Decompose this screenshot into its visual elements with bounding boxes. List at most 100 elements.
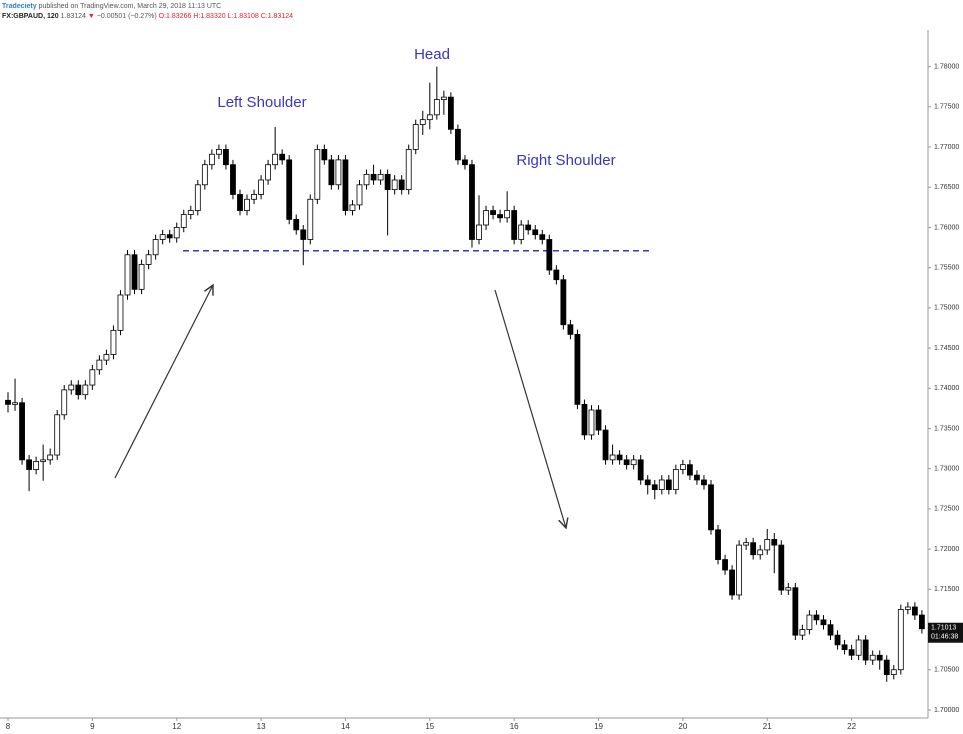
candle-body — [173, 227, 180, 239]
y-tick-label: 1.77000 — [934, 144, 959, 151]
candle-body — [904, 606, 911, 610]
candle-body — [166, 234, 173, 239]
candle-body — [919, 614, 925, 630]
y-tick-label: 1.76500 — [934, 184, 959, 191]
candle-body — [251, 194, 257, 200]
candle-body — [834, 634, 841, 646]
x-tick-label: 15 — [425, 722, 434, 731]
y-tick-label: 1.72000 — [934, 546, 959, 553]
candle-body — [897, 609, 904, 671]
candle-body — [518, 224, 525, 240]
candle-body — [483, 210, 489, 226]
candle-body — [124, 254, 131, 296]
y-tick-label: 1.70000 — [934, 707, 959, 714]
x-tick-label: 12 — [172, 722, 181, 731]
candle-body — [180, 214, 187, 228]
candle-body — [848, 649, 855, 656]
candle-body — [342, 159, 349, 211]
candle-body — [799, 629, 806, 636]
y-tick-label: 1.74000 — [934, 385, 959, 392]
candle-body — [672, 469, 679, 491]
candle-body — [237, 194, 243, 211]
candle-body — [792, 587, 799, 636]
annotation: Head — [414, 46, 450, 63]
change-arrow: ▼ — [87, 13, 95, 20]
candle-body — [743, 542, 750, 546]
candle-body — [623, 459, 630, 466]
candle-body — [286, 159, 293, 220]
candle-body — [665, 479, 672, 491]
candle-body — [862, 639, 869, 661]
candle-body — [110, 329, 117, 355]
candle-body — [307, 198, 314, 240]
candle-body — [736, 544, 743, 596]
candle-body — [630, 459, 637, 466]
high-label: H:1.83320 — [193, 13, 226, 20]
x-tick-label: 9 — [90, 722, 95, 731]
candle-body — [19, 402, 25, 461]
price-tag-box — [928, 622, 963, 643]
candle-body — [5, 399, 11, 405]
candle-body — [771, 539, 778, 546]
last: 1.83124 — [60, 13, 86, 20]
y-tick-label: 1.78000 — [934, 63, 959, 70]
candle-body — [539, 234, 546, 240]
x-tick-label: 16 — [510, 722, 519, 731]
candle-body — [722, 559, 728, 571]
candle-body — [96, 359, 103, 371]
annotation: Right Shoulder — [516, 152, 615, 169]
candle-body — [328, 159, 335, 186]
y-tick-label: 1.73500 — [934, 425, 959, 432]
candle-body — [715, 529, 721, 560]
candle-body — [117, 294, 124, 331]
candle-body — [159, 234, 166, 240]
candle-body — [26, 459, 32, 470]
candle-body — [750, 542, 757, 556]
y-tick-label: 1.75500 — [934, 264, 959, 271]
open-label: O:1.83266 — [158, 13, 192, 20]
candle-body — [230, 164, 236, 195]
candle-body — [876, 654, 883, 661]
candle-body — [89, 369, 96, 386]
candle-body — [433, 99, 440, 116]
candle-body — [588, 409, 595, 436]
candle-body — [377, 173, 384, 181]
candle-body — [764, 539, 771, 551]
candle-body — [152, 239, 159, 256]
candle-body — [61, 389, 68, 416]
candle-body — [504, 210, 511, 219]
close-label: C:1.83124 — [260, 13, 294, 20]
candle-body — [419, 119, 426, 125]
candle-body — [511, 210, 518, 240]
candle-body — [813, 614, 820, 621]
candle-body — [33, 461, 40, 470]
up-arrow — [114, 285, 213, 479]
candle-body — [560, 279, 567, 326]
candle-body — [841, 644, 848, 651]
candle-body — [391, 179, 398, 191]
candle-body — [349, 204, 356, 211]
chart-header: Tradeciety published on TradingView.com,… — [2, 2, 293, 22]
y-tick-label: 1.71500 — [934, 586, 959, 593]
candle-body — [131, 254, 138, 290]
candle-body — [497, 214, 504, 219]
candle-body — [398, 179, 405, 191]
candle-body — [553, 269, 560, 281]
candle-body — [658, 479, 665, 491]
candle-body — [363, 173, 370, 186]
candle-body — [757, 549, 764, 556]
candle-body — [532, 229, 539, 236]
candle-body — [68, 384, 75, 391]
candle-body — [208, 153, 215, 166]
candle-body — [272, 153, 279, 166]
candle-body — [525, 224, 532, 231]
candle-body — [546, 239, 553, 271]
candle-body — [321, 149, 328, 161]
candle-body — [300, 229, 307, 240]
candle-body — [75, 384, 82, 396]
candle-body — [469, 164, 475, 240]
candle-body — [447, 96, 454, 130]
price-tag: 1.71013 — [931, 625, 956, 632]
candle-body — [694, 474, 700, 481]
